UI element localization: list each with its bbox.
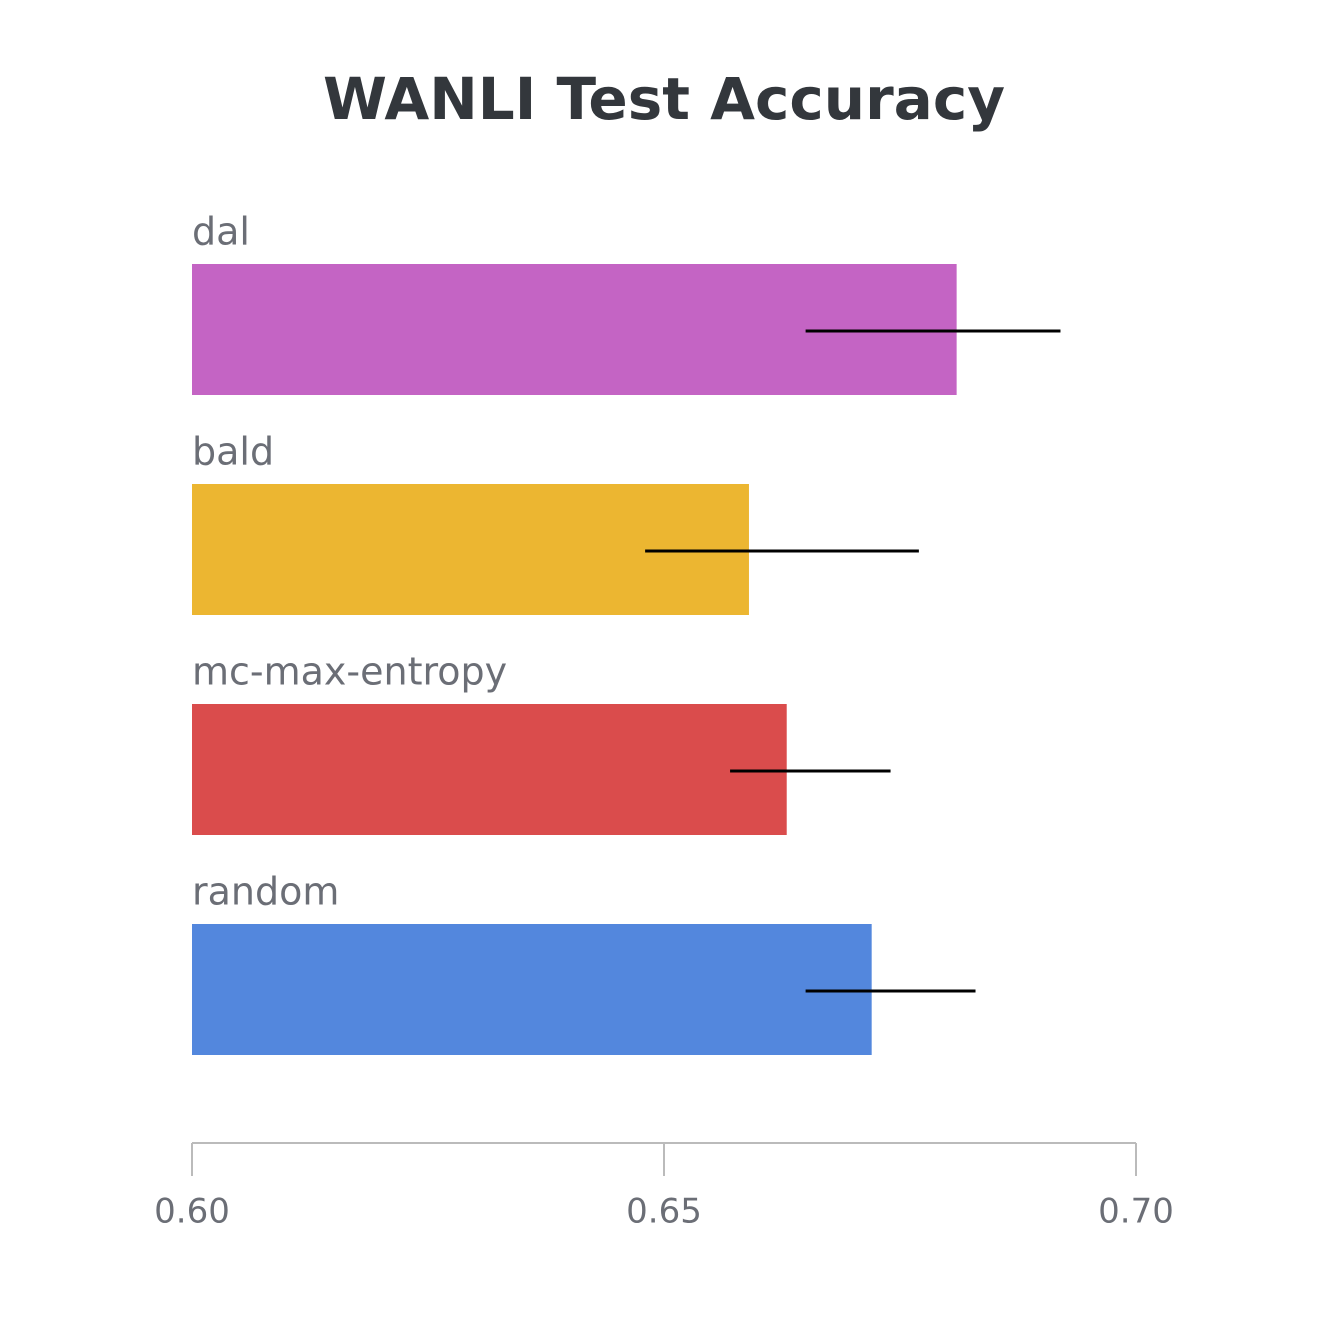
chart-title: WANLI Test Accuracy [323, 65, 1005, 133]
category-label: bald [192, 430, 274, 474]
x-tick-label: 0.60 [154, 1192, 230, 1232]
category-label: random [192, 870, 339, 914]
category-label: mc-max-entropy [192, 650, 507, 694]
bar [192, 704, 787, 835]
category-label: dal [192, 210, 250, 254]
bar [192, 924, 872, 1055]
x-tick-label: 0.65 [626, 1192, 702, 1232]
x-tick-label: 0.70 [1098, 1192, 1174, 1232]
